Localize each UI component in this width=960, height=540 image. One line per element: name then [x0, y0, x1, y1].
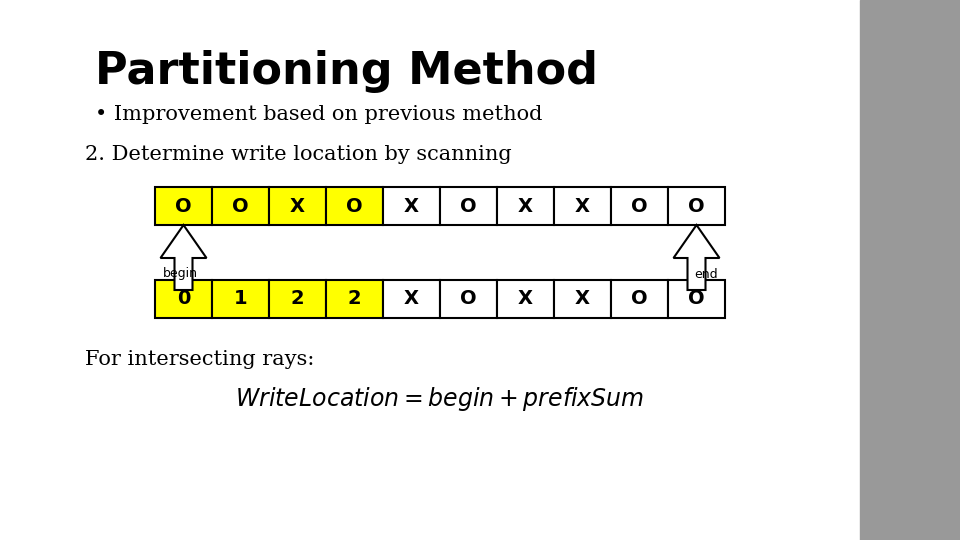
Text: • Improvement based on previous method: • Improvement based on previous method [95, 105, 542, 124]
Text: end: end [694, 267, 717, 280]
Bar [497, 280, 554, 318]
Bar [668, 280, 725, 318]
Bar [269, 280, 326, 318]
Text: begin: begin [162, 267, 198, 280]
Bar [668, 187, 725, 225]
Text: O: O [460, 289, 477, 308]
Bar [554, 280, 611, 318]
Bar [497, 187, 554, 225]
Text: O: O [175, 197, 192, 215]
Bar [155, 280, 212, 318]
Text: 1: 1 [233, 289, 248, 308]
Text: X: X [290, 197, 305, 215]
Polygon shape [160, 225, 206, 290]
Text: Partitioning Method: Partitioning Method [95, 50, 598, 93]
Text: O: O [347, 197, 363, 215]
Text: X: X [404, 289, 419, 308]
Text: For intersecting rays:: For intersecting rays: [85, 350, 314, 369]
Text: X: X [518, 289, 533, 308]
Polygon shape [674, 225, 719, 290]
Bar [212, 280, 269, 318]
Text: X: X [518, 197, 533, 215]
Text: 2: 2 [291, 289, 304, 308]
Text: X: X [575, 289, 590, 308]
Text: O: O [688, 289, 705, 308]
Text: 2. Determine write location by scanning: 2. Determine write location by scanning [85, 145, 512, 164]
Text: X: X [575, 197, 590, 215]
Bar [212, 187, 269, 225]
Bar [611, 187, 668, 225]
Bar [383, 187, 440, 225]
Text: 2: 2 [348, 289, 361, 308]
Text: O: O [232, 197, 249, 215]
Bar [440, 187, 497, 225]
Bar [554, 187, 611, 225]
Text: O: O [460, 197, 477, 215]
Bar [611, 280, 668, 318]
Bar [860, 0, 960, 540]
Bar [383, 280, 440, 318]
Bar [326, 280, 383, 318]
Text: 0: 0 [177, 289, 190, 308]
Bar [440, 280, 497, 318]
Text: $WriteLocation = begin + prefixSum$: $WriteLocation = begin + prefixSum$ [235, 385, 645, 413]
Bar [155, 187, 212, 225]
Text: X: X [404, 197, 419, 215]
Text: O: O [631, 289, 648, 308]
Bar [326, 187, 383, 225]
Text: O: O [688, 197, 705, 215]
Text: O: O [631, 197, 648, 215]
Bar [269, 187, 326, 225]
